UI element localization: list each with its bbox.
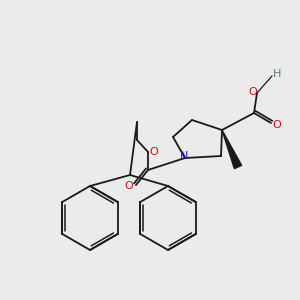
Polygon shape	[222, 130, 242, 169]
Text: H: H	[273, 69, 281, 79]
Text: O: O	[273, 120, 281, 130]
Text: O: O	[249, 87, 257, 97]
Text: O: O	[124, 181, 134, 191]
Text: O: O	[150, 147, 158, 157]
Text: N: N	[180, 151, 188, 161]
